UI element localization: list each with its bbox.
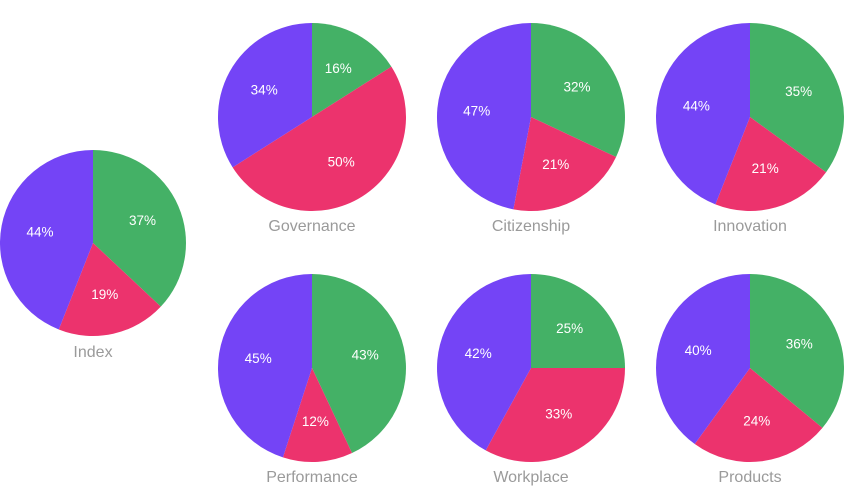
- slice-label: 42%: [465, 346, 492, 361]
- pie-slice: [312, 274, 406, 454]
- pie-slice: [232, 66, 407, 212]
- slice-label: 40%: [685, 343, 712, 358]
- pie-slice: [436, 22, 531, 210]
- chart-title: Governance: [268, 218, 355, 235]
- slice-label: 47%: [463, 103, 490, 118]
- pie-slice: [715, 117, 827, 211]
- pie-chart-workplace: 25% 33% 42% Workplace: [437, 274, 625, 486]
- slice-label: 34%: [251, 82, 278, 97]
- slice-label: 37%: [129, 213, 156, 228]
- pie-chart-governance: 16% 50% 34% Governance: [217, 23, 407, 235]
- pie-slice: [437, 274, 531, 451]
- slice-label: 21%: [752, 161, 779, 176]
- slice-label: 44%: [26, 224, 53, 239]
- chart-title: Performance: [266, 469, 358, 486]
- slice-label: 35%: [785, 84, 812, 99]
- pie-slice: [531, 274, 625, 368]
- slice-label: 32%: [563, 79, 590, 94]
- chart-title: Products: [718, 469, 781, 486]
- pie-slice: [0, 150, 93, 330]
- pie-slice: [312, 23, 392, 117]
- pie-chart-performance: 43% 12% 45% Performance: [217, 273, 406, 486]
- slice-label: 19%: [91, 287, 118, 302]
- pie-slice: [485, 368, 625, 462]
- pie-slice: [750, 23, 844, 173]
- pie-slice: [217, 273, 312, 458]
- slice-label: 45%: [245, 351, 272, 366]
- chart-title: Citizenship: [492, 218, 570, 235]
- pie-slice: [656, 23, 750, 205]
- pie-slice: [58, 243, 161, 336]
- slice-label: 33%: [545, 406, 572, 421]
- pie-slice: [282, 368, 353, 462]
- slice-label: 44%: [683, 98, 710, 113]
- pie-slice: [217, 23, 312, 168]
- pie-chart-products: 36% 24% 40% Products: [655, 274, 844, 486]
- slice-label: 36%: [786, 336, 813, 351]
- pie-slice: [513, 117, 617, 212]
- slice-label: 21%: [542, 157, 569, 172]
- pie-chart-citizenship: 32% 21% 47% Citizenship: [436, 22, 625, 235]
- slice-label: 50%: [328, 155, 355, 170]
- chart-title: Index: [73, 344, 112, 361]
- pie-slice: [531, 23, 625, 158]
- slice-label: 12%: [302, 414, 329, 429]
- slice-label: 24%: [743, 414, 770, 429]
- pie-slice: [655, 274, 750, 445]
- slice-label: 16%: [325, 61, 352, 76]
- slice-label: 43%: [352, 348, 379, 363]
- pie-slice: [694, 368, 823, 463]
- pie-chart-index: 37% 19% 44% Index: [0, 150, 186, 361]
- pie-chart-innovation: 35% 21% 44% Innovation: [656, 23, 844, 235]
- pie-slice: [93, 150, 186, 307]
- pie-slice: [750, 274, 844, 428]
- slice-label: 25%: [556, 321, 583, 336]
- chart-title: Workplace: [493, 469, 568, 486]
- chart-title: Innovation: [713, 218, 787, 235]
